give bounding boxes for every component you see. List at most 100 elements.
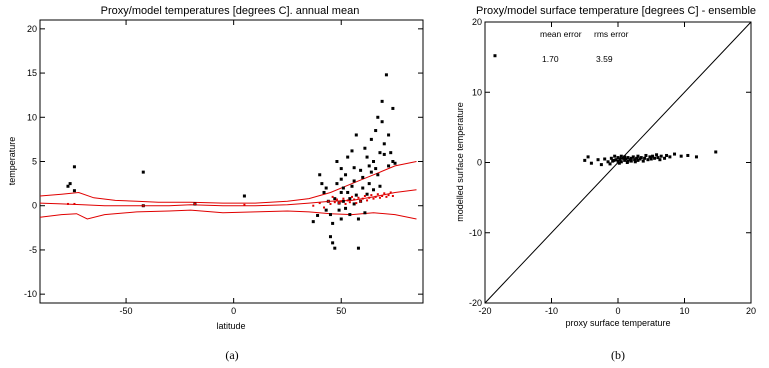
model-point [342,197,345,200]
model-point [329,202,332,205]
data-point [378,151,382,155]
data-point [658,158,662,162]
data-point [629,159,633,163]
data-point [367,164,371,168]
data-point [629,156,633,160]
data-point [328,235,332,239]
model-point [338,202,341,205]
model-point [378,196,381,199]
data-point [372,160,376,163]
data-point [348,213,352,217]
data-point [609,156,613,160]
data-point [341,199,345,203]
data-point [333,246,337,250]
x-tick-label: -10 [545,306,558,316]
data-point [356,217,360,221]
data-point [599,163,603,167]
data-point [644,153,648,157]
data-point [493,54,497,58]
model-point [376,193,379,196]
data-point [363,211,367,215]
data-point [322,190,326,194]
data-point [348,197,352,201]
data-point [335,182,339,186]
x-tick-label: 0 [231,306,236,316]
model-point [389,191,392,194]
data-point [339,177,343,181]
x-tick-label: 50 [336,306,346,316]
data-point [653,156,657,160]
data-point [324,186,328,190]
model-point [323,206,326,209]
data-point [663,156,667,160]
data-point [359,168,363,172]
y-tick-label: -10 [469,228,482,238]
data-point [374,167,378,171]
data-point [616,159,620,163]
data-point [337,208,341,212]
data-point [354,133,358,137]
data-point [380,120,384,124]
chart-b-ylabel: modelled surface temperature [455,102,465,222]
rms-error-label: rms error [594,29,629,39]
model-point [66,202,69,205]
data-point [352,166,356,170]
data-point [369,170,373,174]
data-point [586,155,590,159]
data-point [344,173,348,177]
data-point [655,153,659,157]
data-point [378,184,382,188]
data-point [365,192,369,196]
data-point [619,160,623,164]
data-point [68,182,72,186]
data-point [636,158,640,162]
data-point [363,146,367,150]
data-point [648,155,652,159]
data-point [354,193,358,197]
data-point [626,156,630,160]
x-tick-label: 10 [679,306,689,316]
series-line-2 [39,161,417,204]
data-point [352,179,356,183]
data-point [328,213,332,217]
data-point [311,220,315,224]
data-point [618,157,622,161]
data-point [646,158,650,162]
data-point [608,162,612,166]
data-point [350,149,354,153]
data-point [624,157,628,161]
model-point [357,196,360,199]
data-point [335,160,339,163]
data-point [356,246,360,250]
data-point [387,133,391,137]
model-point [344,202,347,205]
mean-error-value: 1.70 [542,54,559,64]
model-point [350,195,353,198]
model-point [391,194,394,197]
data-point [339,190,343,194]
data-point [361,186,365,190]
x-tick-label: -50 [120,306,133,316]
data-point [346,155,350,159]
chart-b-title: Proxy/model surface temperature [degrees… [476,5,756,17]
data-point [636,154,640,158]
data-point [665,153,669,157]
model-point [363,194,366,197]
data-point [686,153,690,157]
data-point [631,155,635,159]
data-point [324,208,328,212]
data-point [384,73,388,77]
data-point [141,170,145,174]
data-point [346,190,350,194]
series-line-4 [39,209,417,220]
chart-a-ylabel: temperature [7,137,17,186]
model-point [385,195,388,198]
data-point [382,142,386,146]
model-point [353,198,356,201]
x-tick-label: -20 [478,306,491,316]
model-point [361,197,364,200]
data-point [380,99,384,103]
y-tick-label: 0 [32,201,37,211]
model-point [318,202,321,205]
